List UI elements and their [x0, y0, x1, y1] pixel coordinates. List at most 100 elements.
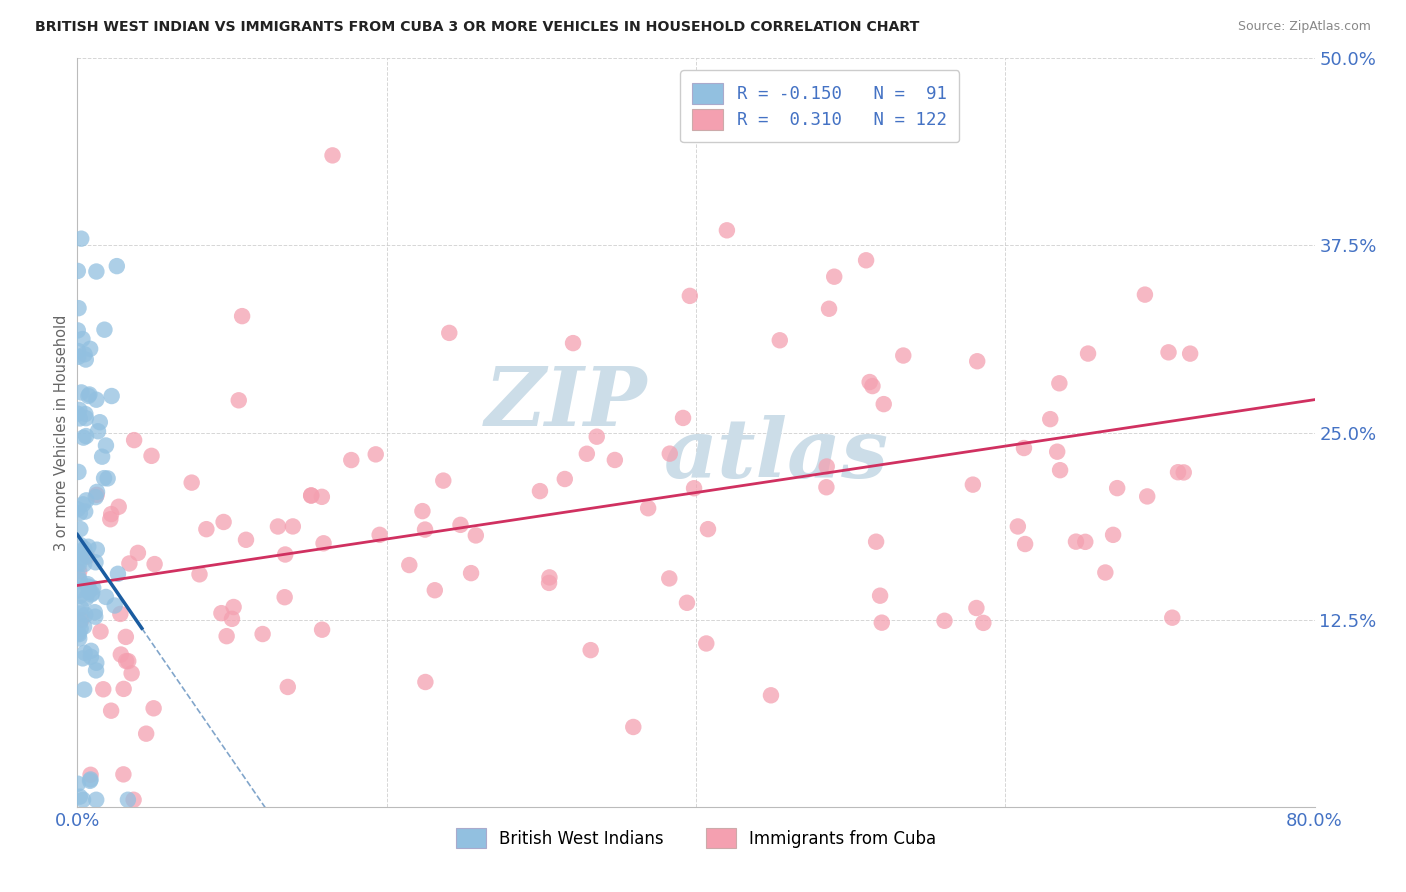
Point: [87, 424, 110, 438]
Point: [415, 675, 437, 690]
Point: [340, 453, 363, 467]
Point: [554, 472, 576, 486]
Point: [67, 565, 90, 579]
Point: [529, 484, 551, 499]
Point: [72, 497, 94, 511]
Point: [1107, 481, 1129, 495]
Point: [66, 777, 89, 791]
Text: ZIP: ZIP: [485, 363, 647, 442]
Point: [679, 289, 702, 303]
Point: [683, 481, 706, 495]
Point: [413, 523, 436, 537]
Point: [188, 567, 211, 582]
Point: [312, 536, 335, 550]
Point: [637, 501, 659, 516]
Point: [235, 533, 257, 547]
Point: [67, 344, 90, 359]
Point: [299, 489, 322, 503]
Point: [107, 566, 129, 581]
Point: [1161, 610, 1184, 624]
Point: [75, 607, 97, 622]
Point: [84, 664, 107, 678]
Point: [67, 570, 90, 584]
Point: [1178, 346, 1201, 360]
Point: [143, 557, 166, 571]
Point: [273, 591, 295, 605]
Point: [695, 636, 717, 650]
Point: [621, 720, 644, 734]
Point: [855, 253, 877, 268]
Point: [93, 323, 115, 337]
Point: [75, 504, 97, 518]
Point: [69, 789, 91, 804]
Point: [1102, 528, 1125, 542]
Point: [69, 607, 91, 621]
Point: [67, 632, 90, 646]
Point: [815, 480, 838, 494]
Point: [142, 701, 165, 715]
Point: [865, 534, 887, 549]
Point: [72, 651, 94, 665]
Point: [84, 793, 107, 807]
Point: [1094, 566, 1116, 580]
Point: [562, 336, 585, 351]
Point: [79, 772, 101, 787]
Point: [432, 474, 454, 488]
Point: [100, 507, 122, 521]
Point: [769, 333, 792, 347]
Point: [759, 688, 782, 702]
Point: [972, 615, 994, 630]
Point: [322, 148, 344, 162]
Point: [84, 490, 107, 504]
Point: [73, 619, 96, 633]
Point: [89, 415, 111, 429]
Point: [110, 648, 132, 662]
Point: [1136, 490, 1159, 504]
Point: [180, 475, 202, 490]
Point: [67, 350, 90, 364]
Point: [1157, 345, 1180, 359]
Point: [538, 575, 561, 590]
Point: [1133, 287, 1156, 301]
Point: [82, 581, 104, 595]
Point: [368, 528, 391, 542]
Point: [962, 477, 984, 491]
Point: [122, 793, 145, 807]
Point: [658, 571, 681, 585]
Point: [69, 589, 91, 603]
Point: [73, 646, 96, 660]
Point: [870, 615, 893, 630]
Point: [73, 682, 96, 697]
Point: [464, 528, 486, 542]
Point: [69, 522, 91, 536]
Point: [73, 347, 96, 361]
Point: [222, 600, 245, 615]
Point: [75, 591, 97, 606]
Point: [195, 522, 218, 536]
Point: [100, 704, 122, 718]
Point: [76, 577, 98, 591]
Point: [585, 430, 607, 444]
Point: [104, 599, 127, 613]
Point: [83, 605, 105, 619]
Point: [75, 411, 97, 425]
Point: [66, 626, 89, 640]
Point: [70, 550, 93, 565]
Point: [79, 387, 101, 401]
Point: [117, 793, 139, 807]
Point: [97, 471, 120, 485]
Point: [67, 557, 90, 571]
Point: [212, 515, 235, 529]
Point: [364, 447, 387, 461]
Point: [117, 654, 139, 668]
Point: [1077, 346, 1099, 360]
Y-axis label: 3 or more Vehicles in Household: 3 or more Vehicles in Household: [53, 315, 69, 550]
Point: [1173, 466, 1195, 480]
Point: [67, 583, 90, 598]
Point: [72, 544, 94, 558]
Point: [121, 666, 143, 681]
Point: [281, 519, 304, 533]
Point: [859, 375, 882, 389]
Point: [118, 557, 141, 571]
Point: [215, 629, 238, 643]
